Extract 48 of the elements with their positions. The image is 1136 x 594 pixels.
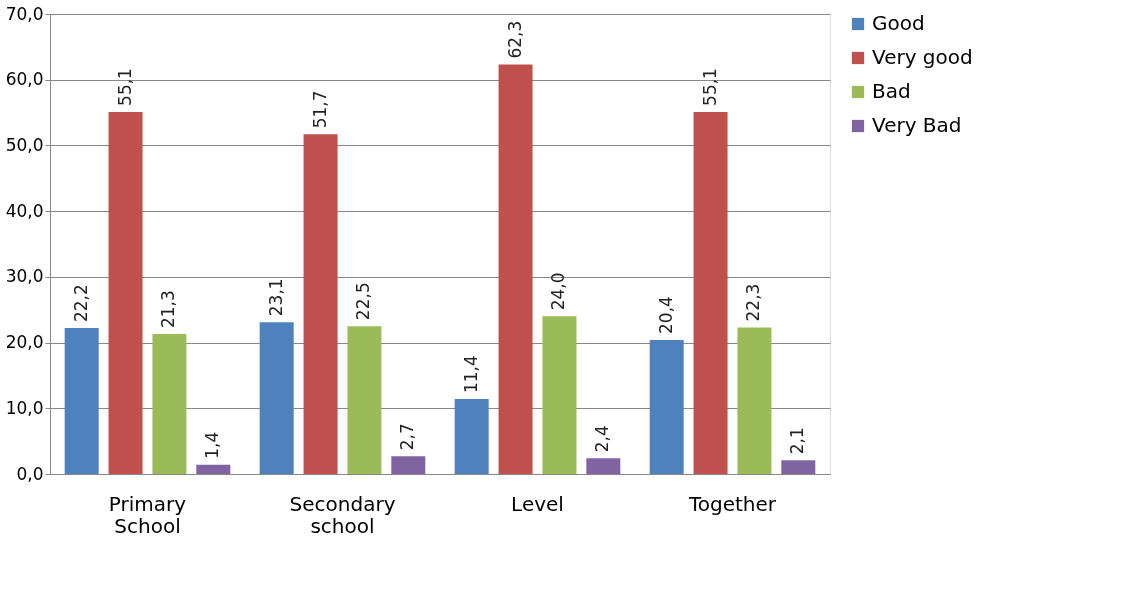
data-label: 23,1 (265, 278, 286, 317)
data-label: 55,1 (699, 68, 720, 106)
x-tick-label: Together (687, 491, 777, 516)
bar (259, 322, 294, 474)
data-label: 21,3 (158, 290, 179, 329)
y-tick-label: 10,0 (5, 397, 44, 418)
data-label: 22,2 (70, 284, 91, 323)
x-tick-label: Level (511, 491, 564, 516)
bar (108, 111, 143, 474)
y-tick-label: 30,0 (5, 266, 44, 287)
legend-label: Very good (872, 45, 973, 69)
legend-label: Bad (872, 79, 911, 103)
data-label: 20,4 (655, 296, 676, 334)
y-tick-label: 0,0 (16, 463, 44, 484)
bar (454, 399, 489, 474)
bar (498, 64, 533, 474)
data-label: 2,1 (787, 427, 808, 455)
data-label: 22,5 (353, 282, 374, 321)
data-label: 62,3 (504, 20, 525, 59)
y-tick-label: 50,0 (5, 134, 44, 155)
data-label: 22,3 (743, 283, 764, 322)
data-label: 55,1 (114, 68, 135, 106)
bar (347, 326, 382, 474)
bar (693, 111, 728, 474)
data-label: 2,4 (592, 425, 613, 453)
bar (781, 460, 816, 474)
data-label: 2,7 (397, 423, 418, 451)
data-label: 51,7 (309, 90, 330, 129)
bar (64, 328, 99, 474)
bar (196, 464, 231, 474)
bar (737, 327, 772, 474)
legend-label: Very Bad (872, 113, 962, 137)
y-tick-label: 20,0 (5, 332, 44, 353)
data-label: 1,4 (202, 431, 223, 459)
y-tick-label: 60,0 (5, 69, 44, 90)
y-tick-label: 70,0 (5, 3, 44, 24)
bar (586, 458, 621, 474)
x-tick-label: Secondary school (289, 491, 396, 538)
x-tick-label: Primary School (108, 491, 187, 538)
bar (303, 134, 338, 474)
legend-label: Good (872, 11, 925, 35)
data-label: 24,0 (548, 272, 569, 311)
bar (542, 316, 577, 474)
data-label: 11,4 (460, 355, 481, 394)
bar (649, 339, 684, 474)
bar (152, 334, 187, 474)
y-tick-label: 40,0 (5, 200, 44, 221)
bar (391, 456, 426, 474)
